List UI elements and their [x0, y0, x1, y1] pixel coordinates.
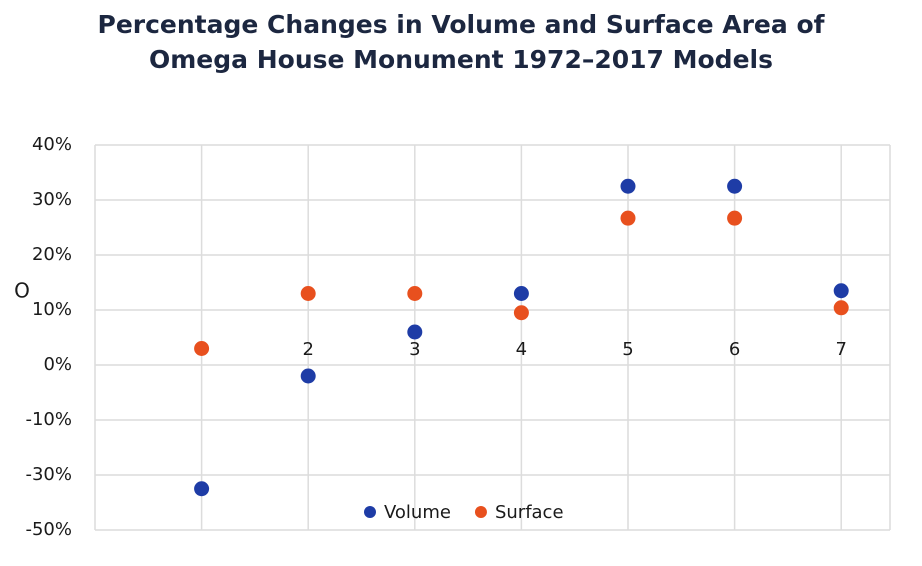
scatter-point: [300, 286, 316, 301]
x-tick-label: 6: [729, 339, 740, 360]
y-tick-label: 10%: [32, 299, 72, 320]
y-tick-label: 30%: [32, 189, 72, 210]
scatter-point: [194, 341, 210, 356]
x-tick-label: 4: [516, 339, 527, 360]
chart-title: Omega House Monument 1972–2017 Models: [149, 45, 773, 74]
scatter-point: [300, 368, 316, 384]
scatter-point: [513, 286, 529, 301]
scatter-point: [407, 324, 423, 340]
legend-label: Volume: [384, 502, 451, 523]
scatter-point: [620, 178, 636, 194]
y-tick-label: -30%: [25, 464, 72, 485]
y-tick-label: 40%: [32, 134, 72, 155]
y-axis-label: O: [14, 279, 30, 303]
legend-label: Surface: [495, 502, 564, 523]
x-tick-label: 5: [622, 339, 633, 360]
scatter-point: [727, 210, 743, 226]
legend-marker: [364, 506, 376, 518]
scatter-point: [727, 178, 743, 194]
x-tick-label: 3: [409, 339, 420, 360]
x-tick-label: 2: [302, 339, 313, 360]
y-tick-label: -50%: [25, 519, 72, 540]
scatter-point: [513, 305, 529, 321]
scatter-point: [833, 283, 849, 299]
legend-marker: [474, 506, 487, 518]
scatter-point: [407, 286, 423, 301]
y-tick-label: -10%: [25, 409, 72, 430]
y-tick-label: 0%: [43, 354, 72, 375]
scatter-point: [833, 300, 849, 316]
scatter-point: [194, 481, 210, 497]
scatter-point: [620, 210, 636, 226]
x-tick-label: 7: [835, 339, 846, 360]
y-tick-label: 20%: [32, 244, 72, 265]
chart-title: Percentage Changes in Volume and Surface…: [98, 10, 826, 39]
